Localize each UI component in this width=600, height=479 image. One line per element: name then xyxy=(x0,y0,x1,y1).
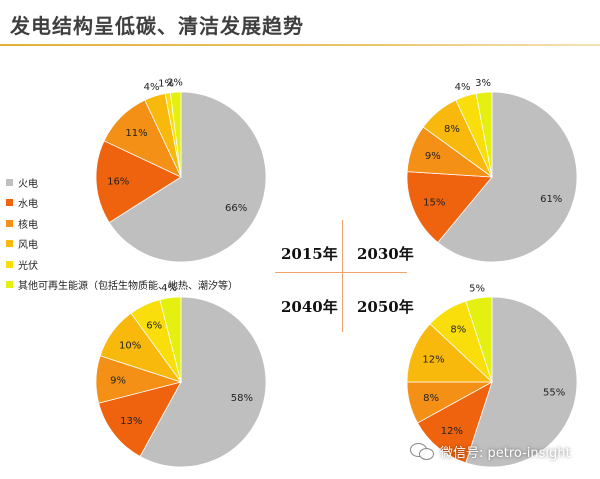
legend-item-wind: 风电 xyxy=(6,234,238,255)
pie-slice-other xyxy=(475,91,493,178)
pie-data-label: 9% xyxy=(425,151,441,162)
pie-data-label: 6% xyxy=(146,321,162,332)
pie-data-label: 2% xyxy=(167,78,183,89)
pie-data-label: 4% xyxy=(161,283,177,294)
pie-slice-coal xyxy=(108,91,267,263)
pie-chart-2030年: 61% 15% 9% 8% 4% 3% xyxy=(406,78,578,263)
legend-label: 核电 xyxy=(18,219,38,231)
legend-label: 火电 xyxy=(18,178,38,190)
legend-swatch xyxy=(6,260,13,268)
pie-data-label: 16% xyxy=(107,176,129,187)
pie-slice-coal xyxy=(465,296,578,468)
legend-swatch xyxy=(6,219,13,227)
legend-swatch xyxy=(6,281,13,289)
legend-item-solar: 光伏 xyxy=(6,254,238,275)
pie-slice-hydro xyxy=(95,140,182,224)
legend-label: 风电 xyxy=(18,240,38,252)
year-grid-horizontal-line xyxy=(275,272,407,273)
legend-label: 光伏 xyxy=(18,260,38,272)
year-grid-vertical-line xyxy=(342,220,343,332)
legend-label: 其他可再生能源（包括生物质能、地热、潮汐等） xyxy=(18,281,238,293)
pie-data-label: 15% xyxy=(423,198,445,209)
pie-data-label: 5% xyxy=(469,284,485,295)
watermark-text: 微信号: petro-insight xyxy=(440,446,571,461)
pie-slice-coal xyxy=(139,296,267,468)
watermark: 微信号: petro-insight xyxy=(410,442,571,461)
pie-data-label: 66% xyxy=(225,203,247,214)
year-label-2040: 2040年 xyxy=(281,298,338,316)
legend-swatch xyxy=(6,199,13,207)
year-label-2050: 2050年 xyxy=(357,298,414,316)
legend-swatch xyxy=(6,178,13,186)
pie-slice-hydro xyxy=(406,171,493,244)
pie-chart-2040年: 58% 13% 9% 10% 6% 4% xyxy=(95,283,267,468)
pie-data-label: 58% xyxy=(231,393,253,404)
pie-data-label: 10% xyxy=(119,341,141,352)
legend: 火电 水电 核电 风电 光伏 其他可再生能源（包括生物质能、地热、潮汐等） xyxy=(6,172,238,295)
pie-slice-other xyxy=(465,296,493,383)
pie-data-label: 13% xyxy=(120,416,142,427)
pie-slice-hydro xyxy=(416,381,493,464)
legend-item-coal: 火电 xyxy=(6,172,238,193)
pie-slice-other xyxy=(169,91,182,178)
year-label-2030: 2030年 xyxy=(357,245,414,263)
pie-slice-other xyxy=(159,296,182,383)
legend-item-nuclear: 核电 xyxy=(6,213,238,234)
pie-slice-hydro xyxy=(98,381,182,458)
year-label-2015: 2015年 xyxy=(281,245,338,263)
page-title: 发电结构呈低碳、清洁发展趋势 xyxy=(10,14,304,38)
pie-data-label: 1% xyxy=(158,79,174,90)
pie-data-label: 55% xyxy=(543,387,565,398)
pie-chart-2015年: 66% 16% 11% 4%1%2% xyxy=(95,78,267,263)
pie-data-label: 4% xyxy=(144,82,160,93)
pie-data-label: 61% xyxy=(540,194,562,205)
legend-item-other-renewables: 其他可再生能源（包括生物质能、地热、潮汐等） xyxy=(6,275,238,296)
pie-data-label: 12% xyxy=(422,354,444,365)
wechat-icon xyxy=(410,442,436,461)
pie-data-label: 8% xyxy=(444,124,460,135)
title-underline xyxy=(0,44,600,46)
pie-chart-2050年: 55% 12% 8% 12% 8% 5% xyxy=(406,284,578,468)
pie-data-label: 4% xyxy=(455,82,471,93)
pie-data-label: 9% xyxy=(110,376,126,387)
legend-label: 水电 xyxy=(18,199,38,211)
pie-data-label: 8% xyxy=(450,324,466,335)
pie-data-label: 3% xyxy=(475,78,491,89)
legend-item-hydro: 水电 xyxy=(6,193,238,214)
pie-data-label: 8% xyxy=(423,393,439,404)
legend-swatch xyxy=(6,240,13,248)
pie-data-label: 11% xyxy=(125,128,147,139)
pie-slice-wind xyxy=(406,323,494,383)
pie-data-label: 12% xyxy=(441,426,463,437)
pie-slice-coal xyxy=(437,91,578,263)
